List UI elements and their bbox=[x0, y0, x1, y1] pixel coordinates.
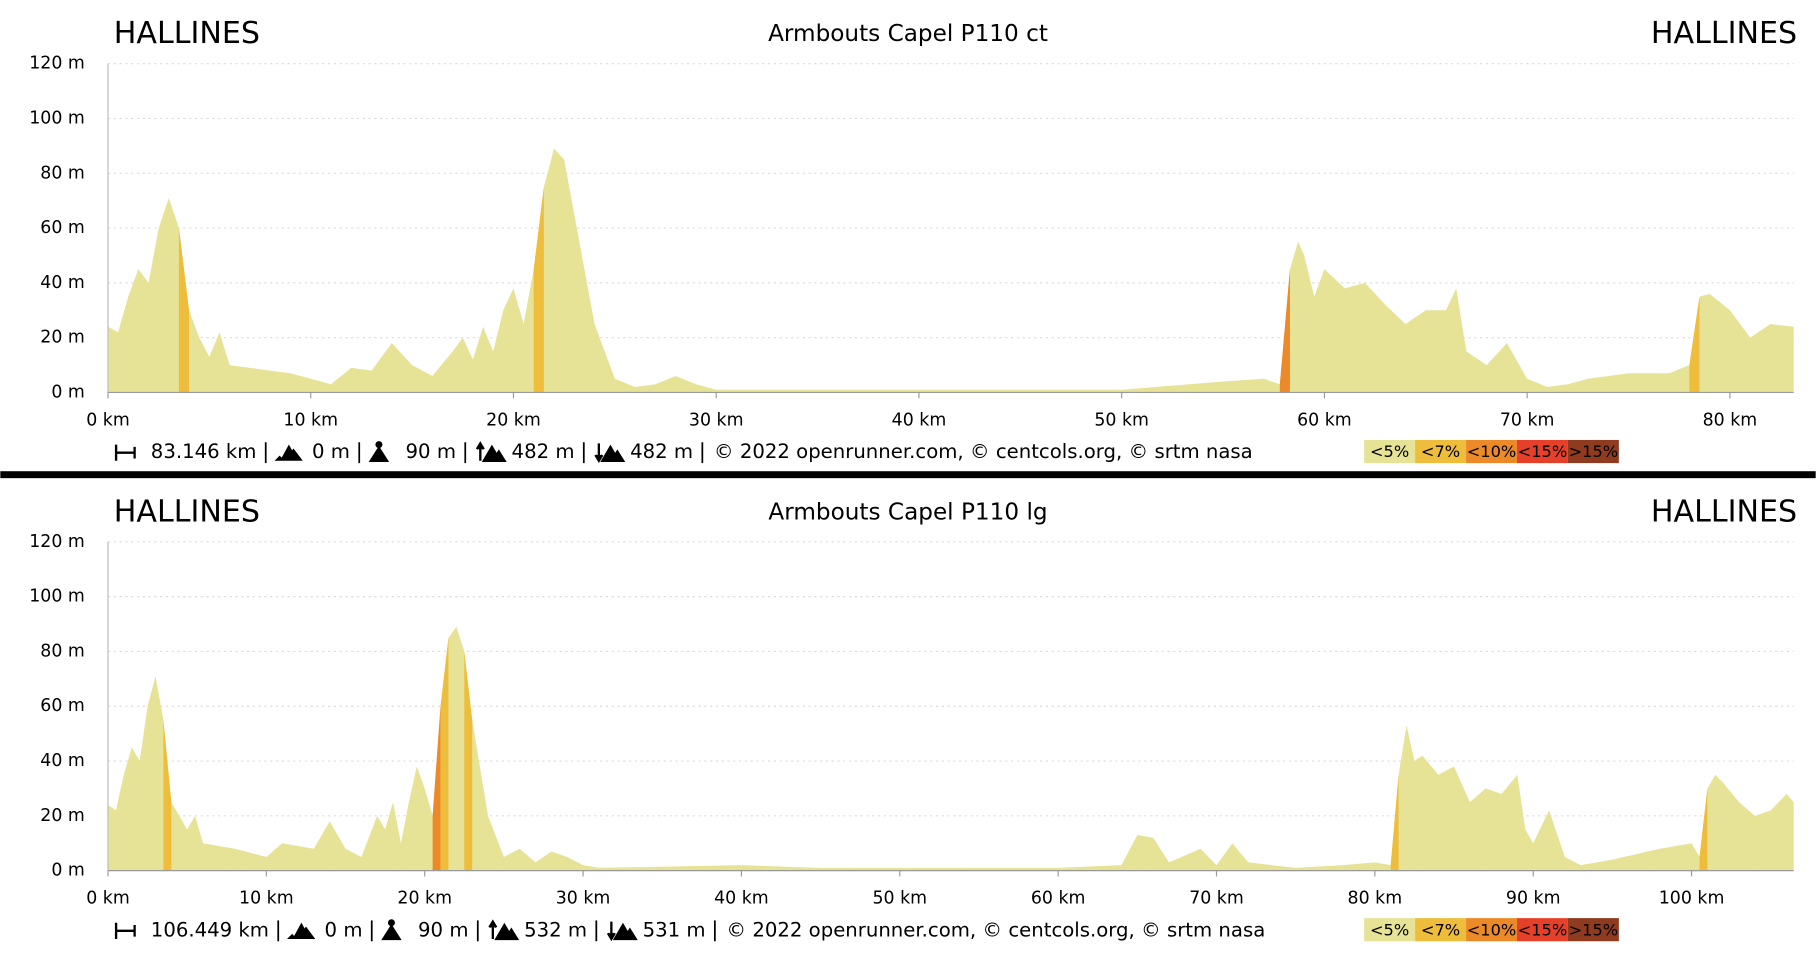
slope-segment bbox=[178, 228, 190, 393]
separator bbox=[0, 471, 1816, 479]
legend-swatch bbox=[1466, 439, 1517, 464]
y-tick-label: 100 m bbox=[29, 587, 85, 607]
y-tick-label: 60 m bbox=[40, 218, 85, 238]
end-label: HALLINES bbox=[1651, 494, 1797, 529]
y-tick-label: 120 m bbox=[29, 532, 85, 552]
x-tick-label: 10 km bbox=[239, 888, 294, 908]
slope-segment bbox=[1390, 774, 1399, 871]
legend-label: <10% bbox=[1467, 920, 1517, 939]
y-tick-label: 60 m bbox=[40, 696, 85, 716]
legend-label: <15% bbox=[1518, 442, 1568, 461]
elevation-area bbox=[107, 626, 1794, 871]
x-tick-label: 20 km bbox=[486, 410, 541, 430]
legend-label: <10% bbox=[1467, 442, 1517, 461]
stat-ascent: 482 m bbox=[512, 440, 575, 463]
stat-max-elevation: 90 m bbox=[406, 440, 456, 463]
chart-title: Armbouts Capel P110 ct bbox=[768, 21, 1048, 47]
credits: © 2022 openrunner.com, © centcols.org, ©… bbox=[714, 440, 1253, 463]
x-tick-label: 70 km bbox=[1189, 888, 1244, 908]
stat-descent: 531 m bbox=[643, 918, 706, 941]
y-tick-label: 120 m bbox=[29, 54, 85, 74]
legend-swatch bbox=[1516, 439, 1568, 464]
legend-label: >15% bbox=[1569, 442, 1619, 461]
icon-max-elevation bbox=[381, 919, 402, 941]
slope-segment bbox=[1279, 269, 1290, 393]
stat-max-elevation: 90 m bbox=[418, 918, 468, 941]
legend-label: <7% bbox=[1421, 442, 1460, 461]
x-tick-label: 50 km bbox=[872, 888, 927, 908]
x-tick-label: 60 km bbox=[1031, 888, 1086, 908]
legend-swatch bbox=[1415, 439, 1467, 464]
y-tick-label: 20 m bbox=[40, 806, 85, 826]
icon-ascent bbox=[475, 441, 507, 462]
x-tick-label: 30 km bbox=[689, 410, 744, 430]
legend-swatch bbox=[1364, 439, 1416, 464]
legend-label: >15% bbox=[1569, 920, 1619, 939]
slope-segment bbox=[440, 637, 449, 871]
stat-distance: 106.449 km bbox=[151, 918, 269, 941]
x-tick-label: 0 km bbox=[86, 888, 130, 908]
x-tick-label: 30 km bbox=[556, 888, 611, 908]
x-tick-label: 50 km bbox=[1094, 410, 1149, 430]
chart-title: Armbouts Capel P110 lg bbox=[768, 499, 1047, 525]
legend-swatch bbox=[1567, 439, 1619, 464]
y-tick-label: 80 m bbox=[40, 641, 85, 661]
x-tick-label: 80 km bbox=[1348, 888, 1403, 908]
start-label: HALLINES bbox=[114, 494, 260, 529]
y-tick-label: 80 m bbox=[40, 163, 85, 183]
slope-segment bbox=[1689, 296, 1700, 393]
icon-max-elevation bbox=[368, 441, 390, 462]
icon-descent bbox=[594, 443, 626, 464]
x-tick-label: 80 km bbox=[1703, 410, 1758, 430]
end-label: HALLINES bbox=[1651, 16, 1797, 51]
x-tick-label: 40 km bbox=[892, 410, 947, 430]
x-tick-label: 60 km bbox=[1297, 410, 1352, 430]
x-tick-label: 70 km bbox=[1500, 410, 1555, 430]
y-tick-label: 0 m bbox=[51, 382, 84, 402]
stat-min-elevation: 0 m bbox=[312, 440, 350, 463]
stat-descent: 482 m bbox=[630, 440, 693, 463]
icon-ascent bbox=[488, 919, 520, 941]
icon-min-elevation bbox=[274, 444, 303, 461]
legend-label: <5% bbox=[1370, 442, 1409, 461]
credits: © 2022 openrunner.com, © centcols.org, ©… bbox=[726, 918, 1265, 941]
stat-ascent: 532 m bbox=[524, 918, 587, 941]
legend-label: <7% bbox=[1421, 920, 1460, 939]
slope-segment bbox=[464, 651, 473, 871]
x-tick-label: 10 km bbox=[283, 410, 338, 430]
start-label: HALLINES bbox=[114, 16, 260, 51]
y-tick-label: 40 m bbox=[40, 273, 85, 293]
legend-swatch bbox=[1567, 918, 1619, 942]
stat-distance: 83.146 km bbox=[151, 440, 257, 463]
icon-distance bbox=[114, 444, 136, 461]
y-tick-label: 0 m bbox=[51, 861, 84, 881]
legend-swatch bbox=[1516, 918, 1568, 942]
x-tick-label: 100 km bbox=[1659, 888, 1725, 908]
x-tick-label: 20 km bbox=[397, 888, 452, 908]
slope-segment bbox=[163, 719, 172, 871]
legend-swatch bbox=[1364, 918, 1416, 942]
slope-segment bbox=[1699, 788, 1708, 871]
slope-segment bbox=[533, 186, 544, 393]
x-tick-label: 90 km bbox=[1506, 888, 1561, 908]
y-tick-label: 40 m bbox=[40, 751, 85, 771]
icon-min-elevation bbox=[287, 922, 316, 939]
legend-label: <5% bbox=[1370, 920, 1409, 939]
legend-swatch bbox=[1466, 918, 1517, 942]
slope-segment bbox=[432, 706, 441, 871]
legend-label: <15% bbox=[1518, 920, 1568, 939]
legend-swatch bbox=[1415, 918, 1467, 942]
stat-min-elevation: 0 m bbox=[325, 918, 363, 941]
y-tick-label: 100 m bbox=[29, 108, 85, 128]
y-tick-label: 20 m bbox=[40, 328, 85, 348]
icon-descent bbox=[606, 921, 638, 942]
icon-distance bbox=[114, 922, 136, 939]
elevation-area bbox=[107, 148, 1794, 393]
x-tick-label: 40 km bbox=[714, 888, 769, 908]
x-tick-label: 0 km bbox=[86, 410, 130, 430]
